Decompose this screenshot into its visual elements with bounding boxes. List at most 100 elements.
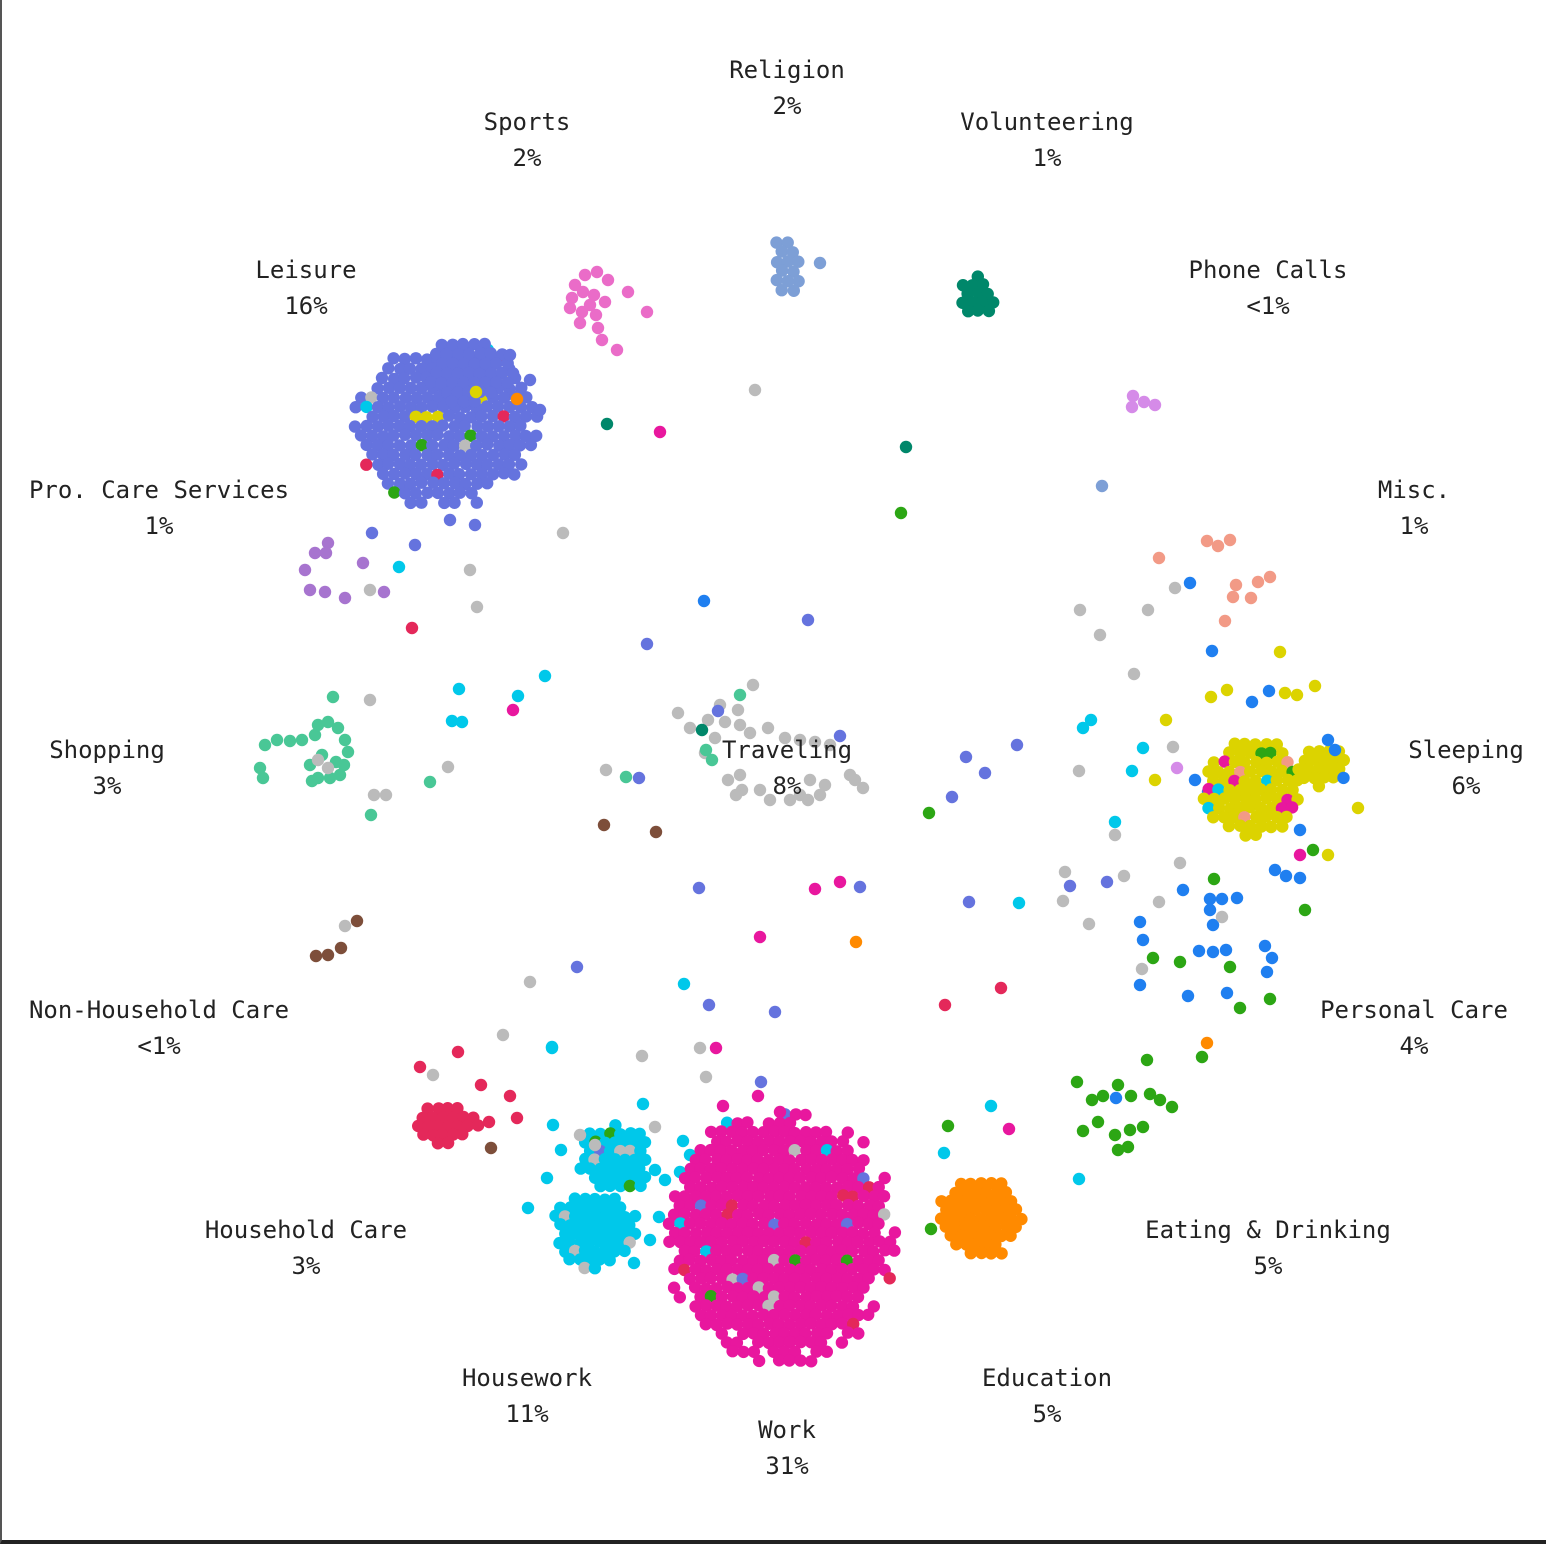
dot-work xyxy=(737,1199,750,1212)
dot-housework xyxy=(639,1153,652,1167)
dot-sports xyxy=(598,295,612,309)
dot-work xyxy=(800,1144,813,1157)
dot-traveling xyxy=(459,439,472,452)
dot-work xyxy=(851,1290,865,1304)
dot-work xyxy=(662,1217,676,1230)
dot-leisure xyxy=(398,372,411,385)
dot-leisure xyxy=(443,513,457,527)
dot-work xyxy=(862,1217,875,1231)
dot-housework xyxy=(540,1171,554,1185)
dot-work xyxy=(694,1162,707,1175)
dot-work xyxy=(842,1308,855,1321)
dot-work xyxy=(740,1171,754,1184)
dot-education xyxy=(975,1246,988,1260)
dot-traveling xyxy=(1056,894,1070,908)
dot-leisure xyxy=(399,391,412,404)
dot-traveling xyxy=(733,718,747,732)
dot-leisure xyxy=(468,518,482,532)
dot-work xyxy=(731,1153,744,1166)
dot-work xyxy=(700,1171,713,1185)
dot-eating xyxy=(1306,843,1320,857)
dot-sports xyxy=(576,285,590,299)
label-sleeping: Sleeping 6% xyxy=(1408,736,1524,800)
dot-sleeping xyxy=(1281,773,1295,787)
dot-work xyxy=(872,1217,885,1230)
dot-leisure xyxy=(424,376,437,389)
dot-leisure xyxy=(431,448,444,461)
dot-shopping xyxy=(326,690,340,704)
dot-leisure xyxy=(415,420,428,433)
dot-work xyxy=(888,1226,902,1239)
dot-leisure xyxy=(456,337,470,351)
dot-work xyxy=(699,1153,712,1166)
dot-housework xyxy=(636,1097,650,1111)
dot-traveling xyxy=(311,753,325,767)
label-leisure-name: Leisure xyxy=(255,256,356,284)
dot-leisure xyxy=(427,476,440,489)
dot-sleeping xyxy=(1207,811,1220,824)
dot-sleeping xyxy=(1244,765,1257,778)
dot-procare xyxy=(303,583,317,597)
dot-sleeping xyxy=(1327,771,1340,784)
dot-leisure xyxy=(513,439,527,452)
dot-personal xyxy=(1268,863,1282,877)
dot-work xyxy=(815,1226,829,1240)
dot-eating xyxy=(789,1254,802,1267)
dot-leisure xyxy=(457,357,471,371)
dot-volunteering xyxy=(962,305,975,318)
dot-sports xyxy=(590,265,604,279)
dot-misc xyxy=(1152,551,1166,565)
dot-work xyxy=(773,1171,786,1185)
dot-leisure xyxy=(415,476,428,489)
dot-eating xyxy=(1195,1050,1209,1064)
dot-work xyxy=(809,1126,823,1139)
dot-leisure xyxy=(436,458,450,472)
dot-leisure xyxy=(421,486,434,499)
dot-traveling xyxy=(746,678,760,692)
dot-housework xyxy=(614,1179,627,1193)
dot-sleeping xyxy=(1249,828,1263,841)
dot-work xyxy=(846,1245,859,1258)
dot-sports xyxy=(595,333,609,347)
dot-education xyxy=(985,1177,998,1190)
dot-work xyxy=(857,1244,871,1258)
dot-sports xyxy=(568,278,582,292)
dot-leisure xyxy=(484,386,497,399)
dot-work xyxy=(805,1171,818,1184)
dot-work xyxy=(731,1263,744,1276)
dot-work xyxy=(836,1317,849,1330)
dot-nonhousehold xyxy=(597,818,611,832)
dot-leisure xyxy=(530,429,543,442)
dot-leisure xyxy=(393,381,406,394)
label-housework-name: Housework xyxy=(462,1364,593,1392)
dot-traveling xyxy=(1072,764,1086,778)
dot-traveling xyxy=(556,526,570,540)
dot-housework xyxy=(562,1235,576,1248)
dot-leisure xyxy=(462,347,476,361)
dot-work xyxy=(683,1217,697,1230)
dot-traveling xyxy=(1073,603,1087,617)
dot-work xyxy=(793,1171,807,1184)
dot-leisure xyxy=(486,468,500,481)
dot-sports xyxy=(601,273,615,287)
dot-housework xyxy=(554,1218,567,1231)
dot-work xyxy=(783,1299,796,1312)
dot-shopping xyxy=(308,728,322,742)
dot-sleeping xyxy=(1244,746,1257,759)
dot-sleeping xyxy=(1271,755,1284,768)
dot-leisure xyxy=(375,371,389,385)
dot-personal xyxy=(1136,933,1150,947)
dot-leisure xyxy=(366,429,379,443)
dot-work xyxy=(888,1244,901,1257)
dot-sleeping xyxy=(1222,819,1236,833)
dot-leisure xyxy=(445,395,458,408)
dot-leisure xyxy=(376,467,390,481)
dot-household xyxy=(471,1119,485,1132)
dot-eating xyxy=(1153,1093,1167,1107)
dot-leisure xyxy=(506,367,520,380)
label-eating-name: Eating & Drinking xyxy=(1145,1216,1391,1244)
dot-work xyxy=(836,1208,849,1222)
dot-shopping xyxy=(705,753,719,767)
dot-work xyxy=(668,1226,682,1240)
dot-work xyxy=(794,1281,807,1294)
